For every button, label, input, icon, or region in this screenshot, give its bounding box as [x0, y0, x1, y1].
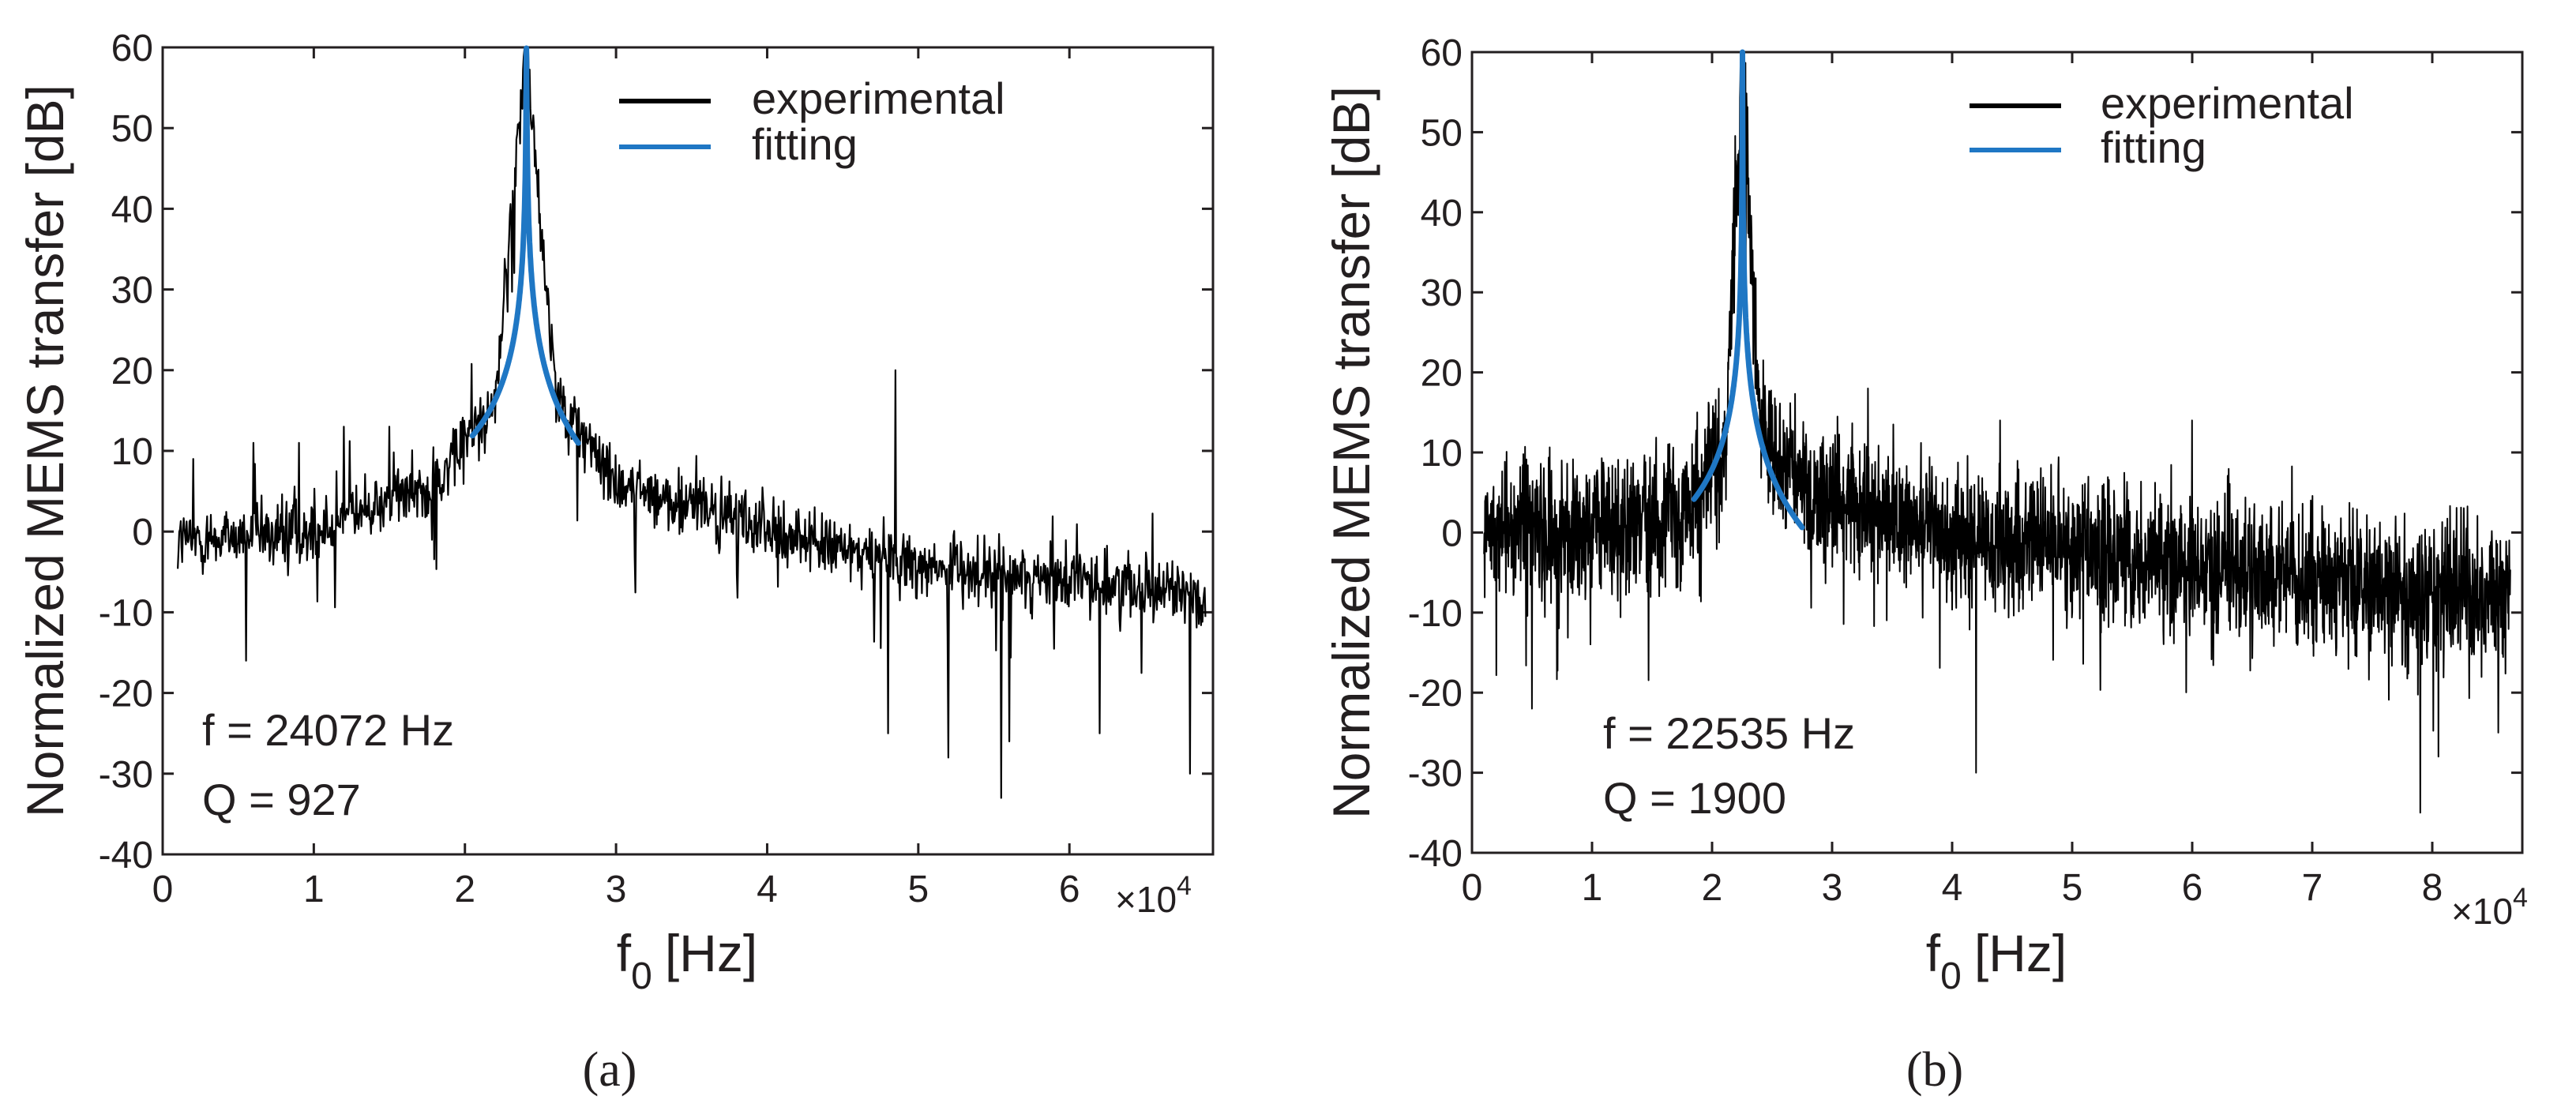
y-tick-label: -40: [99, 835, 153, 876]
y-tick-label: -30: [1408, 753, 1463, 795]
x-tick-label: 2: [454, 869, 475, 910]
fitting-line-b: [1691, 49, 1805, 531]
x-tick-label: 5: [2062, 867, 2083, 909]
x-tick-label: 1: [303, 869, 325, 910]
y-axis-label-a: Normalized MEMS transfer [dB]: [16, 84, 74, 817]
x-axis-label-a: f0 [Hz]: [617, 924, 757, 997]
y-tick-label: 0: [132, 512, 153, 554]
x-tick-label: 4: [1942, 867, 1963, 909]
fitting-line-a: [469, 45, 581, 446]
y-tick-label: 50: [111, 108, 153, 150]
y-tick-label: -40: [1408, 833, 1463, 875]
x-axis-label-b: f0 [Hz]: [1926, 924, 2067, 997]
y-tick-label: 60: [1421, 32, 1463, 74]
y-tick-label: 10: [1421, 433, 1463, 475]
panel-caption-b: (b): [1906, 1043, 1963, 1097]
annotation-q-b: Q = 1900: [1603, 773, 1786, 823]
experimental-line-b: [1483, 51, 2511, 814]
legend-label-fitting-a: fitting: [752, 119, 858, 169]
x-tick-label: 5: [907, 869, 929, 910]
annotation-frequency-a: f = 24072 Hz: [202, 705, 454, 755]
x-tick-label: 7: [2302, 867, 2323, 909]
experimental-line-a: [177, 46, 1207, 799]
x-tick-labels-b: 0 1 2 3 4 5 6 7 8: [1462, 867, 2443, 909]
x-multiplier-a: ×104: [1115, 871, 1192, 920]
panel-caption-a: (a): [583, 1043, 637, 1097]
y-tick-label: -30: [99, 754, 153, 796]
y-tick-labels-b: -40 -30 -20 -10 0 10 20 30 40 50 60: [1408, 32, 1463, 875]
x-tick-label: 3: [606, 869, 627, 910]
legend-label-experimental-a: experimental: [752, 73, 1005, 123]
y-tick-label: 10: [111, 431, 153, 473]
y-tick-label: 30: [111, 270, 153, 312]
x-tick-label: 0: [1462, 867, 1483, 909]
plot-area-a: [161, 46, 1215, 856]
panel-a: -40 -30 -20 -10 0 10 20 30 40 50 60 0 1 2 3 4 5 6 Normal…: [16, 28, 1215, 1097]
tick-marks-a: [161, 46, 1213, 856]
panel-b: -40 -30 -20 -10 0 10 20 30 40 50 60 0 1 2 3 4 5 6 7 8 Norm…: [1322, 32, 2528, 1097]
x-tick-label: 6: [1059, 869, 1080, 910]
x-tick-label: 3: [1822, 867, 1843, 909]
annotation-frequency-b: f = 22535 Hz: [1603, 708, 1855, 758]
x-tick-label: 6: [2182, 867, 2203, 909]
y-tick-label: 40: [1421, 193, 1463, 235]
annotation-q-a: Q = 927: [202, 775, 361, 824]
y-tick-label: -10: [1408, 593, 1463, 635]
y-tick-label: -10: [99, 592, 153, 634]
fitting-series-path: [1691, 49, 1805, 531]
tick-marks-b: [1470, 51, 2522, 854]
y-tick-label: 50: [1421, 112, 1463, 154]
y-tick-label: -20: [1408, 673, 1463, 715]
x-tick-labels-a: 0 1 2 3 4 5 6: [152, 869, 1080, 910]
y-tick-label: 0: [1441, 512, 1463, 554]
y-tick-label: 60: [111, 28, 153, 69]
y-tick-label: 40: [111, 189, 153, 231]
y-tick-label: 20: [1421, 353, 1463, 395]
x-tick-label: 1: [1582, 867, 1603, 909]
fitting-series-path: [469, 45, 581, 446]
legend-label-fitting-b: fitting: [2101, 122, 2206, 172]
x-tick-label: 2: [1702, 867, 1723, 909]
legend-b: experimental fitting: [1970, 78, 2354, 172]
y-tick-label: 20: [111, 351, 153, 392]
y-tick-label: -20: [99, 674, 153, 715]
experimental-series-path: [1483, 51, 2511, 814]
x-tick-label: 8: [2422, 867, 2443, 909]
legend-label-experimental-b: experimental: [2101, 78, 2354, 128]
y-tick-label: 30: [1421, 272, 1463, 314]
y-axis-label-b: Normalized MEMS transfer [dB]: [1322, 86, 1380, 819]
x-tick-label: 4: [757, 869, 778, 910]
y-tick-labels-a: -40 -30 -20 -10 0 10 20 30 40 50 60: [99, 28, 153, 876]
x-tick-label: 0: [152, 869, 174, 910]
legend-a: experimental fitting: [619, 73, 1005, 169]
x-multiplier-b: ×104: [2451, 883, 2528, 932]
plot-area-b: [1470, 51, 2524, 854]
experimental-series-path: [177, 46, 1207, 799]
